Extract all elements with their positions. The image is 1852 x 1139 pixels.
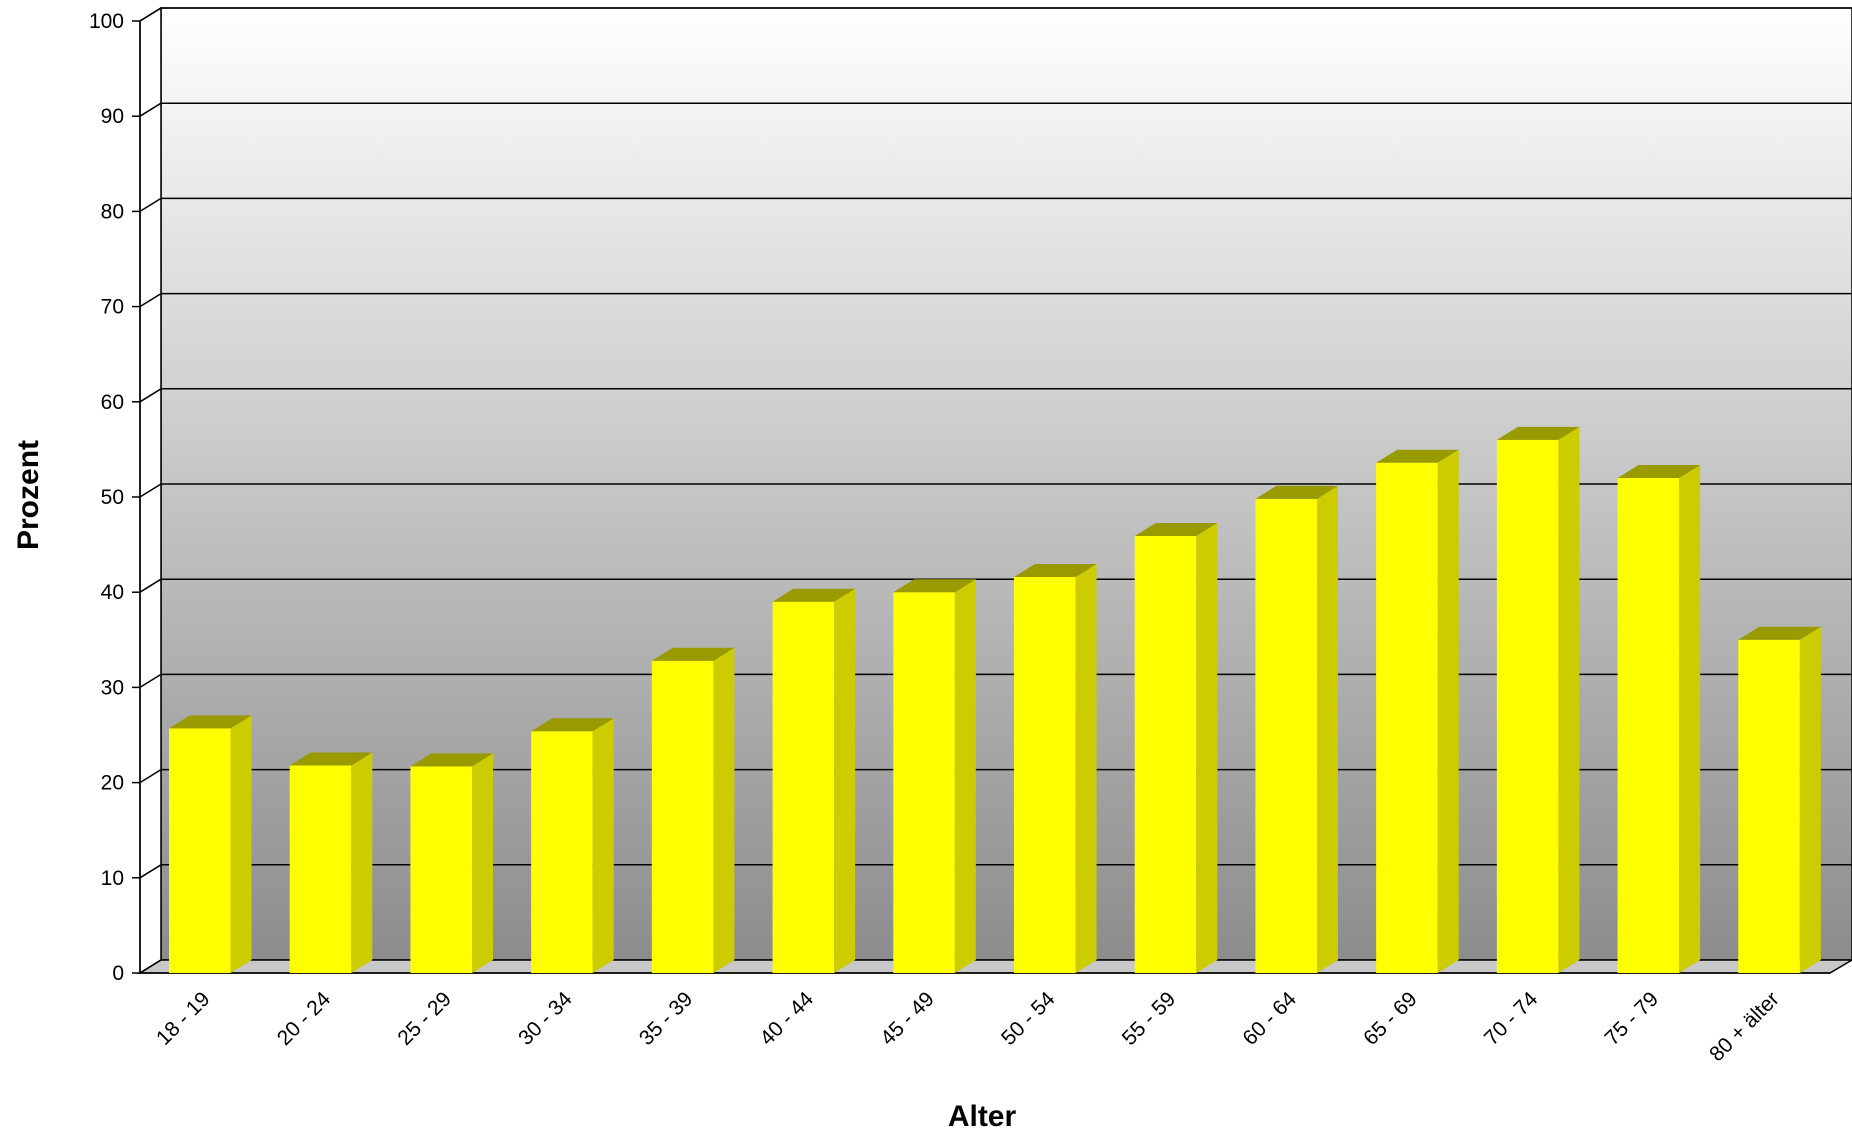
bar-11 — [1376, 449, 1459, 973]
x-tick-label: 60 - 64 — [1238, 987, 1301, 1050]
x-tick-label: 45 - 49 — [876, 987, 939, 1050]
x-tick-label: 55 - 59 — [1118, 987, 1181, 1050]
bar-top — [169, 715, 252, 729]
bar-side — [351, 752, 373, 973]
bar-top — [1496, 426, 1580, 440]
bar-side — [1196, 523, 1218, 973]
bar-10 — [1255, 485, 1338, 973]
bar-top — [289, 752, 373, 766]
bar-front — [772, 601, 835, 973]
bar-top — [1014, 563, 1097, 577]
y-tick-label: 50 — [101, 486, 124, 509]
bar-side — [1558, 426, 1580, 973]
bar-top — [1617, 464, 1701, 478]
bar-side — [1316, 485, 1338, 973]
x-tick-label: 25 - 29 — [393, 987, 456, 1050]
gridline-depth — [139, 292, 162, 308]
bar-top — [651, 647, 735, 661]
bar-side — [713, 647, 735, 973]
bar-side — [1679, 464, 1701, 973]
x-tick-label: 65 - 69 — [1359, 987, 1422, 1050]
x-axis-title: Alter — [948, 1100, 1017, 1133]
y-axis-title: Prozent — [12, 440, 45, 550]
x-tick-label: 80 + älter — [1705, 987, 1784, 1066]
gridline-depth — [139, 768, 162, 784]
bar-top — [893, 579, 976, 593]
x-tick-label: 30 - 34 — [514, 987, 577, 1050]
y-tick-label: 0 — [112, 962, 124, 985]
bar-front — [531, 731, 593, 973]
bar-front — [1255, 498, 1317, 973]
bar-front — [410, 766, 472, 973]
gridline-depth — [139, 483, 162, 498]
bar-front — [1376, 462, 1438, 973]
bar-side — [230, 715, 252, 973]
y-tick-label: 30 — [101, 676, 124, 699]
bar-7 — [893, 579, 976, 973]
bar-front — [1496, 439, 1559, 973]
bar-8 — [1014, 563, 1097, 973]
bar-side — [834, 588, 856, 973]
x-tick-label: 75 - 79 — [1601, 987, 1664, 1050]
bar-side — [471, 753, 493, 973]
gridline-depth — [139, 388, 162, 403]
bar-12 — [1496, 426, 1580, 973]
y-tick-label: 80 — [101, 200, 124, 223]
gridline-depth — [139, 959, 162, 974]
bar-side — [954, 579, 976, 973]
bar-9 — [1134, 523, 1218, 973]
x-tick-label: 35 - 39 — [635, 987, 698, 1050]
y-tick-label: 90 — [101, 105, 124, 128]
y-tick-label: 60 — [101, 391, 124, 414]
x-tick-label: 50 - 54 — [997, 987, 1060, 1050]
bar-side — [1437, 449, 1459, 973]
bar-front — [1134, 536, 1197, 973]
bar-top — [1738, 626, 1821, 640]
bar-front — [289, 765, 352, 973]
x-tick-label: 70 - 74 — [1480, 987, 1543, 1050]
bar-top — [410, 753, 493, 767]
bar-13 — [1617, 464, 1701, 973]
bar-front — [893, 592, 955, 973]
bar-top — [1255, 485, 1338, 499]
bar-4 — [531, 718, 614, 973]
bar-5 — [651, 647, 735, 973]
bar-top — [1134, 523, 1218, 537]
bar-front — [1738, 639, 1800, 973]
bar-side — [592, 718, 614, 973]
bar-front — [651, 660, 714, 973]
gridline-depth — [139, 197, 162, 213]
y-tick-label: 10 — [101, 867, 124, 890]
bar-front — [169, 728, 231, 973]
gridline-depth — [139, 7, 162, 22]
bar-6 — [772, 588, 856, 973]
gridline-depth — [139, 578, 162, 593]
bar-side — [1075, 563, 1097, 973]
y-tick-label: 20 — [101, 772, 124, 795]
x-tick-label: 18 - 19 — [152, 987, 215, 1050]
y-tick-label: 100 — [89, 10, 124, 33]
bar-top — [1376, 449, 1459, 463]
x-tick-label: 40 - 44 — [756, 987, 819, 1050]
y-tick-label: 70 — [101, 296, 124, 319]
gridline-depth — [139, 673, 162, 689]
bar-1 — [169, 715, 252, 973]
floor — [137, 959, 1852, 974]
gridline-depth — [139, 864, 162, 879]
bar-side — [1799, 626, 1821, 973]
x-tick-label: 20 - 24 — [273, 987, 336, 1050]
bar-2 — [289, 752, 373, 973]
y-tick-label: 40 — [101, 581, 124, 604]
bar-top — [531, 718, 614, 732]
gridline-depth — [139, 102, 162, 117]
bar-front — [1617, 477, 1680, 973]
bar-front — [1014, 576, 1076, 973]
bar-top — [772, 588, 856, 602]
bar-3 — [410, 753, 493, 973]
bar-14 — [1738, 626, 1821, 973]
